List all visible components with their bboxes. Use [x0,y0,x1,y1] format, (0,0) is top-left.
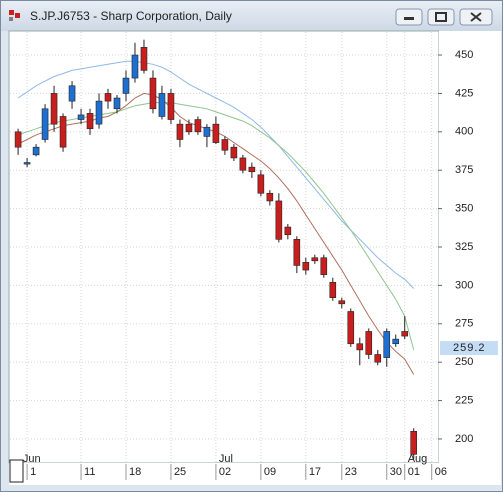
y-tick-label: 300 [455,279,473,291]
last-price-label: 259.2 [453,342,486,354]
scroll-box[interactable] [9,459,24,483]
x-tick-label: 01 [408,466,420,478]
candle-body [302,262,310,271]
app-icon [9,10,20,21]
moving-average-line [17,60,415,289]
candle-body [257,174,265,194]
candle-body [131,54,139,79]
month-label: Aug [408,453,428,465]
candle-body [383,331,391,358]
y-tick-label: 250 [455,356,473,368]
candle-body [338,300,346,305]
y-tick-label: 425 [455,87,473,99]
month-label: Jul [219,453,233,465]
candle-body [158,93,166,117]
candle-body [194,119,202,133]
candle-body [392,338,400,345]
candle-body [401,331,409,337]
minimize-button[interactable] [395,8,423,26]
x-tick-label: 06 [435,466,447,478]
y-tick-label: 450 [455,49,473,61]
candle-body [122,77,130,94]
candle-body [95,100,103,125]
candle-body [14,131,22,148]
candle-body [221,139,229,151]
candle-body [329,282,337,298]
candle-body [86,113,94,130]
y-tick-label: 225 [455,394,473,406]
x-tick-label: 09 [264,466,276,478]
y-tick-label: 400 [455,126,473,138]
candle-body [356,343,364,351]
candle-body [167,93,175,120]
x-tick-label: 02 [219,466,231,478]
candle-body [230,146,238,159]
candle-body [293,239,301,266]
candle-body [365,331,373,355]
y-tick-label: 375 [455,164,473,176]
candle-body [104,93,112,102]
x-tick-label: 23 [345,466,357,478]
candle-body [266,192,274,202]
candle-body [347,311,355,345]
candle-body [149,77,157,110]
month-label: Jun [23,453,41,465]
last-price-box [440,341,498,356]
y-axis-panel [439,31,501,463]
y-tick-label: 325 [455,241,473,253]
y-tick-label: 200 [455,433,473,445]
candle-body [23,162,31,165]
candle-body [275,200,283,240]
y-tick-label: 350 [455,203,473,215]
x-tick-label: 30 [390,466,402,478]
candle-body [41,108,49,140]
candle-body [311,257,319,262]
candle-body [176,123,184,140]
candle-body [212,123,220,143]
candle-body [185,123,193,133]
x-tick-label: 17 [309,466,321,478]
x-tick-label: 25 [174,466,186,478]
candle-body [239,157,247,171]
x-tick-label: 11 [84,466,95,478]
close-button[interactable] [459,8,493,26]
candle-body [410,430,418,455]
candle-body [77,114,85,120]
y-tick-label: 275 [455,318,473,330]
candle-body [320,257,328,275]
candle-body [32,146,40,156]
window-title: S.JP.J6753 - Sharp Corporation, Daily [30,9,232,23]
candle-body [50,93,58,125]
x-axis-panel [9,463,501,485]
candle-body [140,47,148,71]
x-tick-label: 18 [129,466,141,478]
candle-body [59,116,67,148]
candle-body [113,97,121,110]
candle-body [203,126,211,137]
x-tick-label: 1 [30,466,36,478]
candle-body [68,85,76,102]
maximize-button[interactable] [427,8,455,26]
candle-body [248,166,256,173]
candle-body [284,226,292,236]
candle-body [374,354,382,363]
